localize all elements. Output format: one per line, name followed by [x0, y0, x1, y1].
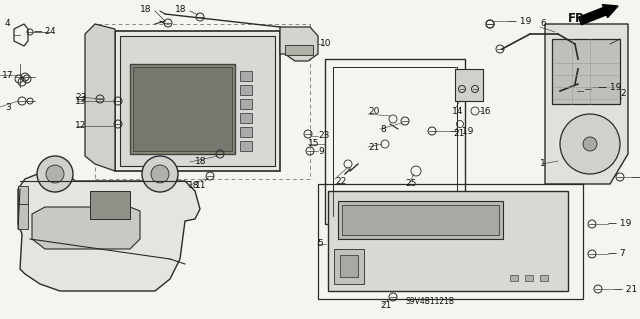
Bar [455, 69, 483, 101]
Text: 1: 1 [540, 160, 546, 168]
Text: — 19: — 19 [632, 173, 640, 182]
Text: 16: 16 [480, 107, 492, 115]
Text: — 7: — 7 [608, 249, 626, 258]
Bar [240, 127, 252, 137]
Text: — 19: — 19 [598, 83, 621, 92]
Polygon shape [85, 24, 115, 171]
Text: 23: 23 [75, 93, 86, 101]
Text: 13: 13 [75, 97, 86, 106]
Text: — 21: — 21 [614, 285, 637, 293]
Polygon shape [18, 171, 200, 291]
Bar [115, 31, 280, 171]
Text: 4: 4 [5, 19, 11, 28]
Text: — 19: — 19 [608, 219, 632, 228]
Bar [18, 204, 28, 229]
Bar [120, 36, 275, 166]
Bar [240, 99, 252, 109]
Text: 21: 21 [453, 130, 465, 138]
Circle shape [142, 156, 178, 192]
Text: — 19: — 19 [508, 17, 531, 26]
Text: 6: 6 [540, 19, 546, 28]
Bar [334, 249, 364, 284]
Text: 18: 18 [140, 4, 152, 13]
FancyArrow shape [579, 5, 618, 25]
Bar [340, 255, 358, 277]
Bar [338, 201, 503, 239]
Text: — 24: — 24 [34, 27, 56, 36]
Bar [240, 85, 252, 95]
Bar [18, 186, 28, 204]
Text: 14: 14 [452, 107, 463, 115]
Text: — 19: — 19 [450, 127, 474, 136]
Bar [95, 24, 310, 179]
Text: 18: 18 [188, 182, 200, 190]
Bar [510, 275, 518, 281]
Bar [285, 45, 313, 55]
Bar [325, 59, 465, 224]
Text: 15: 15 [308, 139, 319, 149]
Bar [328, 191, 568, 291]
Bar [133, 67, 232, 151]
Bar [333, 67, 457, 216]
Polygon shape [32, 207, 140, 249]
Bar [355, 207, 377, 227]
Text: FR.: FR. [568, 11, 590, 25]
Bar [90, 191, 130, 219]
Bar [240, 141, 252, 151]
Text: 3: 3 [5, 102, 11, 112]
Bar [240, 113, 252, 123]
Text: 10: 10 [320, 40, 332, 48]
Polygon shape [545, 24, 628, 184]
Circle shape [151, 165, 169, 183]
Text: 18: 18 [175, 4, 186, 13]
Circle shape [560, 114, 620, 174]
Circle shape [583, 137, 597, 151]
Bar [552, 39, 620, 104]
Text: 8: 8 [380, 124, 386, 133]
Text: S9V4B1121B: S9V4B1121B [406, 296, 454, 306]
Text: 20: 20 [368, 108, 380, 116]
Text: 9: 9 [318, 146, 324, 155]
Text: 21: 21 [380, 300, 392, 309]
Bar [130, 64, 235, 154]
Text: 25: 25 [405, 180, 417, 189]
Text: 2: 2 [620, 90, 626, 99]
Bar [318, 184, 583, 299]
Circle shape [37, 156, 73, 192]
Text: 5: 5 [317, 240, 323, 249]
Bar [525, 275, 533, 281]
Polygon shape [280, 27, 318, 61]
Text: 11: 11 [195, 182, 207, 190]
Text: 21: 21 [368, 143, 380, 152]
Text: 22: 22 [335, 176, 346, 186]
Text: 17: 17 [2, 70, 13, 79]
Circle shape [46, 165, 64, 183]
Bar [342, 205, 499, 235]
Bar [540, 275, 548, 281]
Text: 12: 12 [75, 122, 86, 130]
Text: 23: 23 [318, 131, 330, 140]
Bar [240, 71, 252, 81]
Text: 18: 18 [195, 157, 207, 166]
